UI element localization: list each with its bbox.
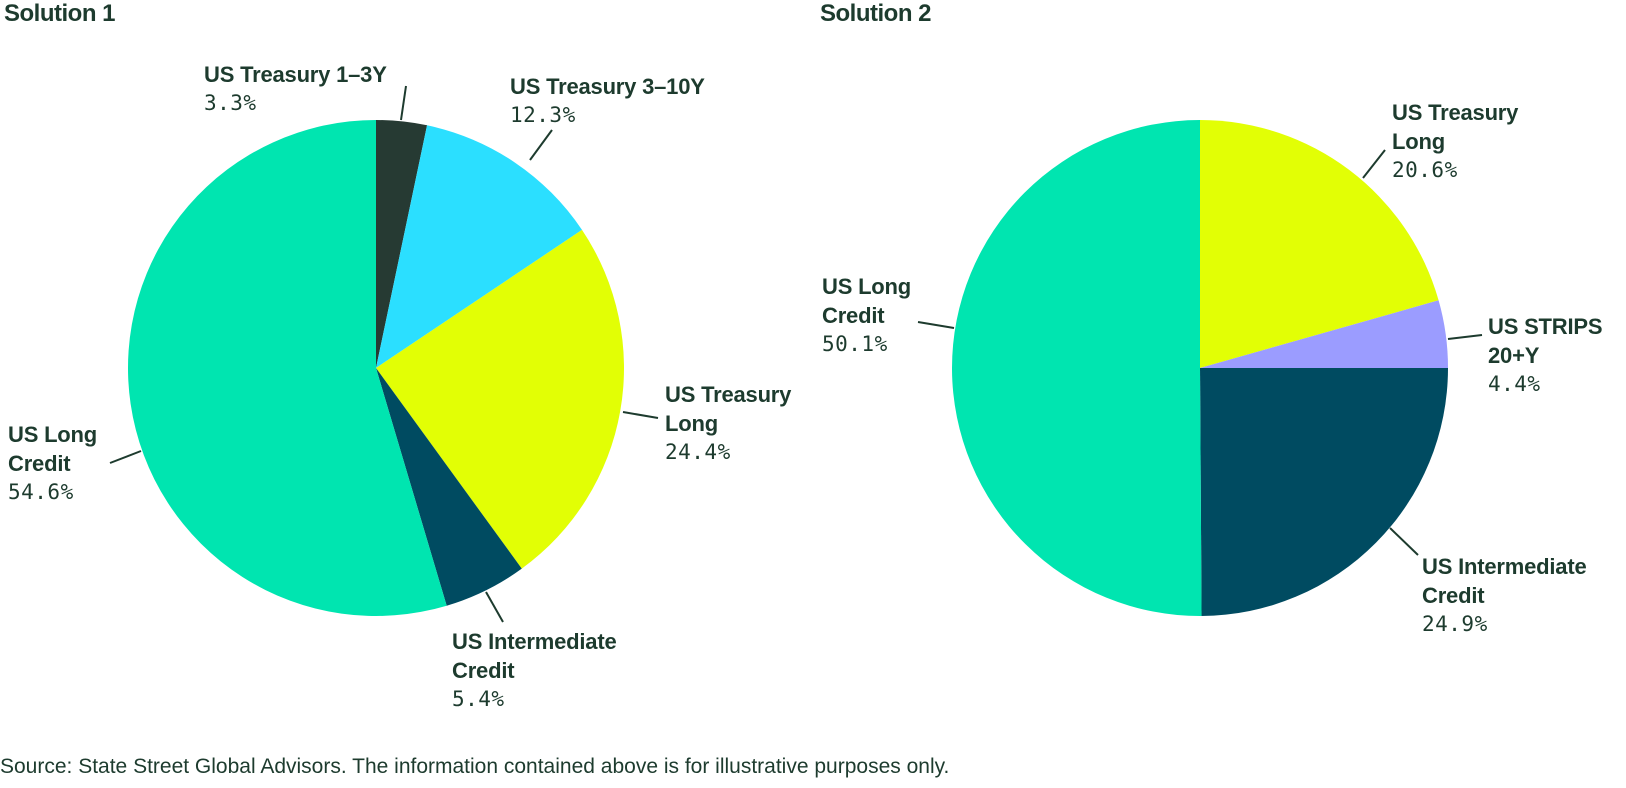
- label-name: US Treasury 3–10Y: [510, 74, 705, 99]
- label-value: 20.6%: [1392, 158, 1458, 182]
- label-s1-intermediate-credit: US Intermediate Credit 5.4%: [452, 627, 652, 714]
- label-name: US Treasury Long: [1392, 100, 1519, 154]
- label-value: 12.3%: [510, 103, 576, 127]
- label-name: US Intermediate Credit: [1422, 554, 1587, 608]
- leader-line-s2-2: [1389, 527, 1419, 556]
- label-name: US Intermediate Credit: [452, 629, 617, 683]
- pie-slice-s1-4: [127, 120, 447, 616]
- label-name: US Treasury Long: [665, 382, 792, 436]
- leader-line-s2-1: [1447, 334, 1483, 340]
- chart-title-solution-2: Solution 2: [820, 0, 932, 27]
- label-value: 5.4%: [452, 687, 505, 711]
- leader-line-s1-3: [485, 591, 504, 623]
- label-value: 4.4%: [1488, 372, 1541, 396]
- label-s1-long-credit: US Long Credit 54.6%: [8, 420, 128, 507]
- label-value: 24.4%: [665, 440, 731, 464]
- label-value: 3.3%: [204, 91, 257, 115]
- leader-line-s1-2: [622, 411, 659, 419]
- leader-line-s1-1: [529, 129, 553, 161]
- label-s2-long-credit: US Long Credit 50.1%: [822, 272, 942, 359]
- leader-line-s1-0: [400, 85, 407, 121]
- pie-slice-s1-1: [376, 125, 582, 368]
- pie-slice-s2-1: [1200, 300, 1448, 368]
- label-name: US Treasury 1–3Y: [204, 62, 387, 87]
- label-name: US Long Credit: [8, 422, 98, 476]
- pie-slice-s1-3: [376, 368, 522, 606]
- label-value: 54.6%: [8, 480, 74, 504]
- pie-slice-s2-3: [951, 120, 1202, 616]
- chart-title-solution-1: Solution 1: [4, 0, 116, 27]
- label-s2-strips: US STRIPS 20+Y 4.4%: [1488, 312, 1618, 399]
- label-name: US STRIPS 20+Y: [1488, 314, 1603, 368]
- label-s1-treasury-1-3y: US Treasury 1–3Y 3.3%: [204, 60, 387, 118]
- pie-slice-s1-0: [376, 120, 428, 368]
- pie-slice-s2-2: [1200, 368, 1448, 616]
- pie-slice-s2-0: [1200, 120, 1439, 368]
- leader-line-s2-3: [917, 321, 955, 329]
- label-name: US Long Credit: [822, 274, 912, 328]
- leader-line-s2-0: [1362, 149, 1386, 179]
- label-s2-intermediate-credit: US Intermediate Credit 24.9%: [1422, 552, 1622, 639]
- label-s1-treasury-long: US Treasury Long 24.4%: [665, 380, 795, 467]
- leader-line-s1-4: [109, 450, 142, 464]
- label-s1-treasury-3-10y: US Treasury 3–10Y 12.3%: [510, 72, 705, 130]
- label-s2-treasury-long: US Treasury Long 20.6%: [1392, 98, 1552, 185]
- label-value: 50.1%: [822, 332, 888, 356]
- pie-slice-s1-2: [376, 229, 624, 569]
- source-note: Source: State Street Global Advisors. Th…: [0, 755, 950, 778]
- label-value: 24.9%: [1422, 612, 1488, 636]
